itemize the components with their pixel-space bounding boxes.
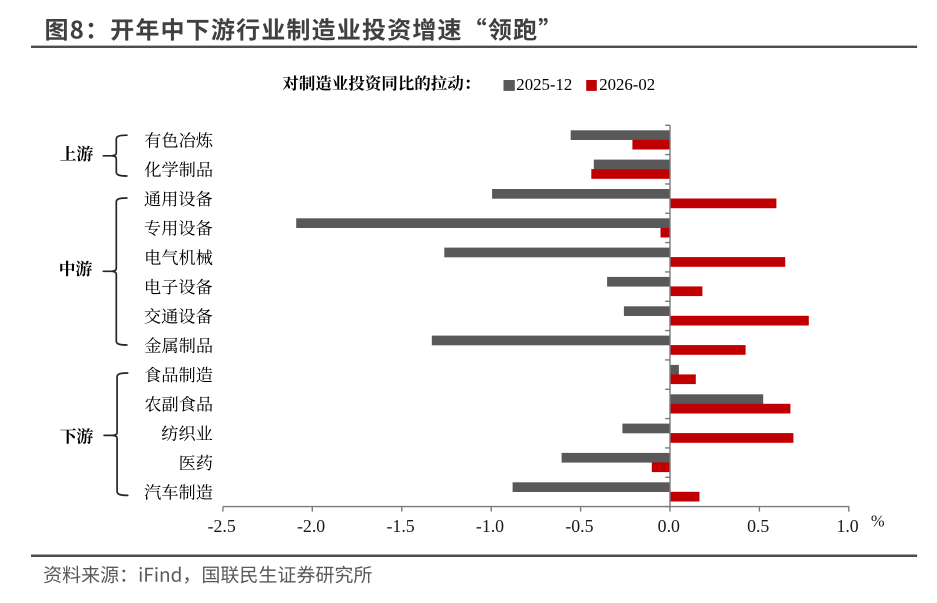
svg-text:%: %	[871, 512, 885, 531]
svg-text:0.0: 0.0	[658, 516, 680, 536]
svg-text:2026-02: 2026-02	[599, 75, 655, 94]
svg-text:1.0: 1.0	[836, 516, 858, 536]
svg-text:-1.0: -1.0	[476, 516, 504, 536]
svg-text:-2.0: -2.0	[297, 516, 325, 536]
svg-text:-1.5: -1.5	[387, 516, 415, 536]
svg-text:-2.5: -2.5	[208, 516, 236, 536]
svg-text:-0.5: -0.5	[565, 516, 593, 536]
svg-text:2025-12: 2025-12	[516, 75, 572, 94]
svg-text:0.5: 0.5	[747, 516, 769, 536]
